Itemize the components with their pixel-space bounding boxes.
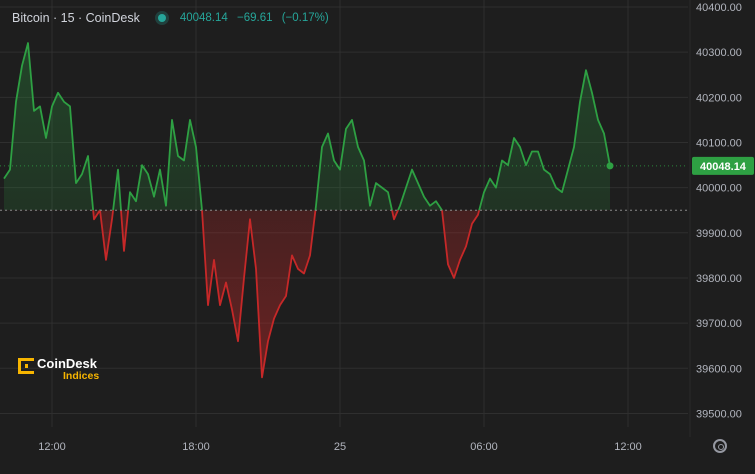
series-line-above [3, 42, 611, 211]
last-price-tag [692, 156, 754, 175]
logo-name: CoinDesk [37, 356, 97, 371]
series-line-below [92, 210, 481, 379]
area-fill-below [4, 210, 610, 378]
logo-subtitle: Indices [63, 370, 100, 382]
price-series [3, 42, 611, 379]
gear-icon[interactable] [713, 439, 727, 453]
last-price-point [606, 162, 614, 170]
last-price: 40048.14 [179, 12, 228, 24]
area-fill-above [4, 43, 610, 211]
y-tick-label: 40000.00 [696, 183, 742, 195]
last-price-label: 40048.14 [700, 161, 747, 173]
y-tick-label: 39600.00 [696, 363, 742, 375]
chart-header: Bitcoin · 15 · CoinDesk 40048.14 −69.61 … [12, 11, 335, 25]
x-tick-label: 12:00 [614, 441, 642, 453]
symbol-title[interactable]: Bitcoin · 15 · CoinDesk [12, 11, 140, 25]
price-change-pct: (−0.17%) [281, 12, 329, 24]
coindesk-logo-icon [18, 358, 34, 374]
y-tick-label: 39900.00 [696, 228, 742, 240]
baseline: 40048.14 [0, 156, 754, 211]
coindesk-logo: CoinDesk Indices [18, 357, 99, 382]
area-fill [4, 43, 610, 378]
x-tick-label: 12:00 [38, 441, 66, 453]
y-tick-label: 39700.00 [696, 318, 742, 330]
x-tick-label: 06:00 [470, 441, 498, 453]
dot-icon [157, 14, 166, 22]
y-tick-label: 40200.00 [696, 92, 742, 104]
y-tick-label: 39800.00 [696, 273, 742, 285]
axes: 40400.00 40300.00 40200.00 40100.00 40000.00… [38, 2, 742, 453]
x-tick-label: 25 [334, 441, 346, 453]
x-tick-label: 18:00 [182, 441, 210, 453]
y-tick-label: 39500.00 [696, 408, 742, 420]
price-change: −69.61 [237, 12, 273, 24]
y-tick-label: 40400.00 [696, 2, 742, 14]
y-tick-label: 40300.00 [696, 47, 742, 59]
quote: 40048.14 −69.61 (−0.17%) [180, 12, 335, 24]
y-tick-label: 40100.00 [696, 137, 742, 149]
